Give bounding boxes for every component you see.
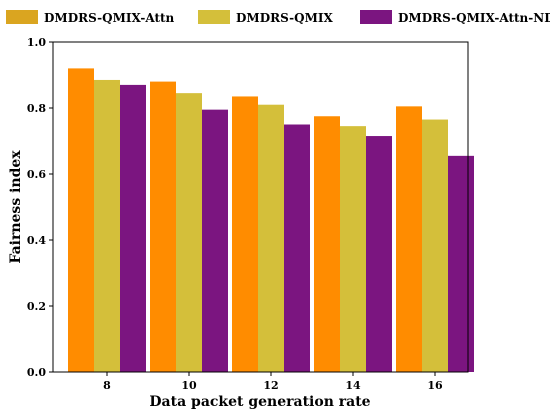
bar-dmdrs-qmix-attn-16 (396, 106, 422, 372)
y-tick-label: 0.8 (27, 102, 46, 115)
y-tick-label: 0.6 (27, 168, 46, 181)
plot-frame (52, 41, 469, 373)
y-tick-label: 0.4 (27, 234, 46, 247)
y-tick-label: 0.0 (27, 366, 46, 379)
bar-dmdrs-qmix-attn-10 (150, 81, 176, 372)
x-tick-label: 10 (181, 379, 197, 392)
x-tick-label: 8 (103, 379, 111, 392)
legend-swatch-dmdrs-qmix-attn-nd (360, 10, 392, 24)
x-tick-label: 12 (263, 379, 278, 392)
bar-dmdrs-qmix-8 (94, 79, 120, 372)
x-axis-label: Data packet generation rate (149, 394, 370, 410)
legend: DMDRS-QMIX-Attn DMDRS-QMIX DMDRS-QMIX-At… (6, 10, 550, 25)
y-axis-ticks: 0.0 0.2 0.4 0.6 0.8 1.0 (27, 36, 53, 379)
y-tick-label: 1.0 (27, 36, 46, 49)
x-tick-label: 14 (345, 379, 361, 392)
bar-dmdrs-qmix-attn-14 (314, 116, 340, 372)
bar-dmdrs-qmix-attn-nd-10 (202, 109, 228, 373)
bar-dmdrs-qmix-14 (340, 126, 366, 373)
legend-swatch-dmdrs-qmix-attn (6, 10, 38, 24)
legend-label-dmdrs-qmix-attn: DMDRS-QMIX-Attn (44, 11, 175, 25)
bar-dmdrs-qmix-16 (422, 119, 448, 372)
bar-dmdrs-qmix-attn-nd-8 (120, 84, 146, 373)
bar-dmdrs-qmix-attn-nd-12 (284, 124, 310, 372)
bar-dmdrs-qmix-12 (258, 104, 284, 372)
y-tick-label: 0.2 (27, 300, 46, 313)
bar-dmdrs-qmix-10 (176, 93, 202, 373)
bar-dmdrs-qmix-attn-12 (232, 96, 258, 372)
legend-label-dmdrs-qmix: DMDRS-QMIX (236, 11, 334, 25)
x-axis-ticks: 8 10 12 14 16 (103, 372, 443, 392)
bar-dmdrs-qmix-attn-nd-16 (448, 155, 474, 372)
x-tick-label: 16 (427, 379, 443, 392)
bar-dmdrs-qmix-attn-8 (68, 68, 94, 373)
bars-group (68, 68, 474, 373)
bar-dmdrs-qmix-attn-nd-14 (366, 136, 392, 372)
legend-label-dmdrs-qmix-attn-nd: DMDRS-QMIX-Attn-ND (398, 11, 550, 25)
y-axis-label: Fairness index (8, 150, 24, 264)
legend-swatch-dmdrs-qmix (198, 10, 230, 24)
